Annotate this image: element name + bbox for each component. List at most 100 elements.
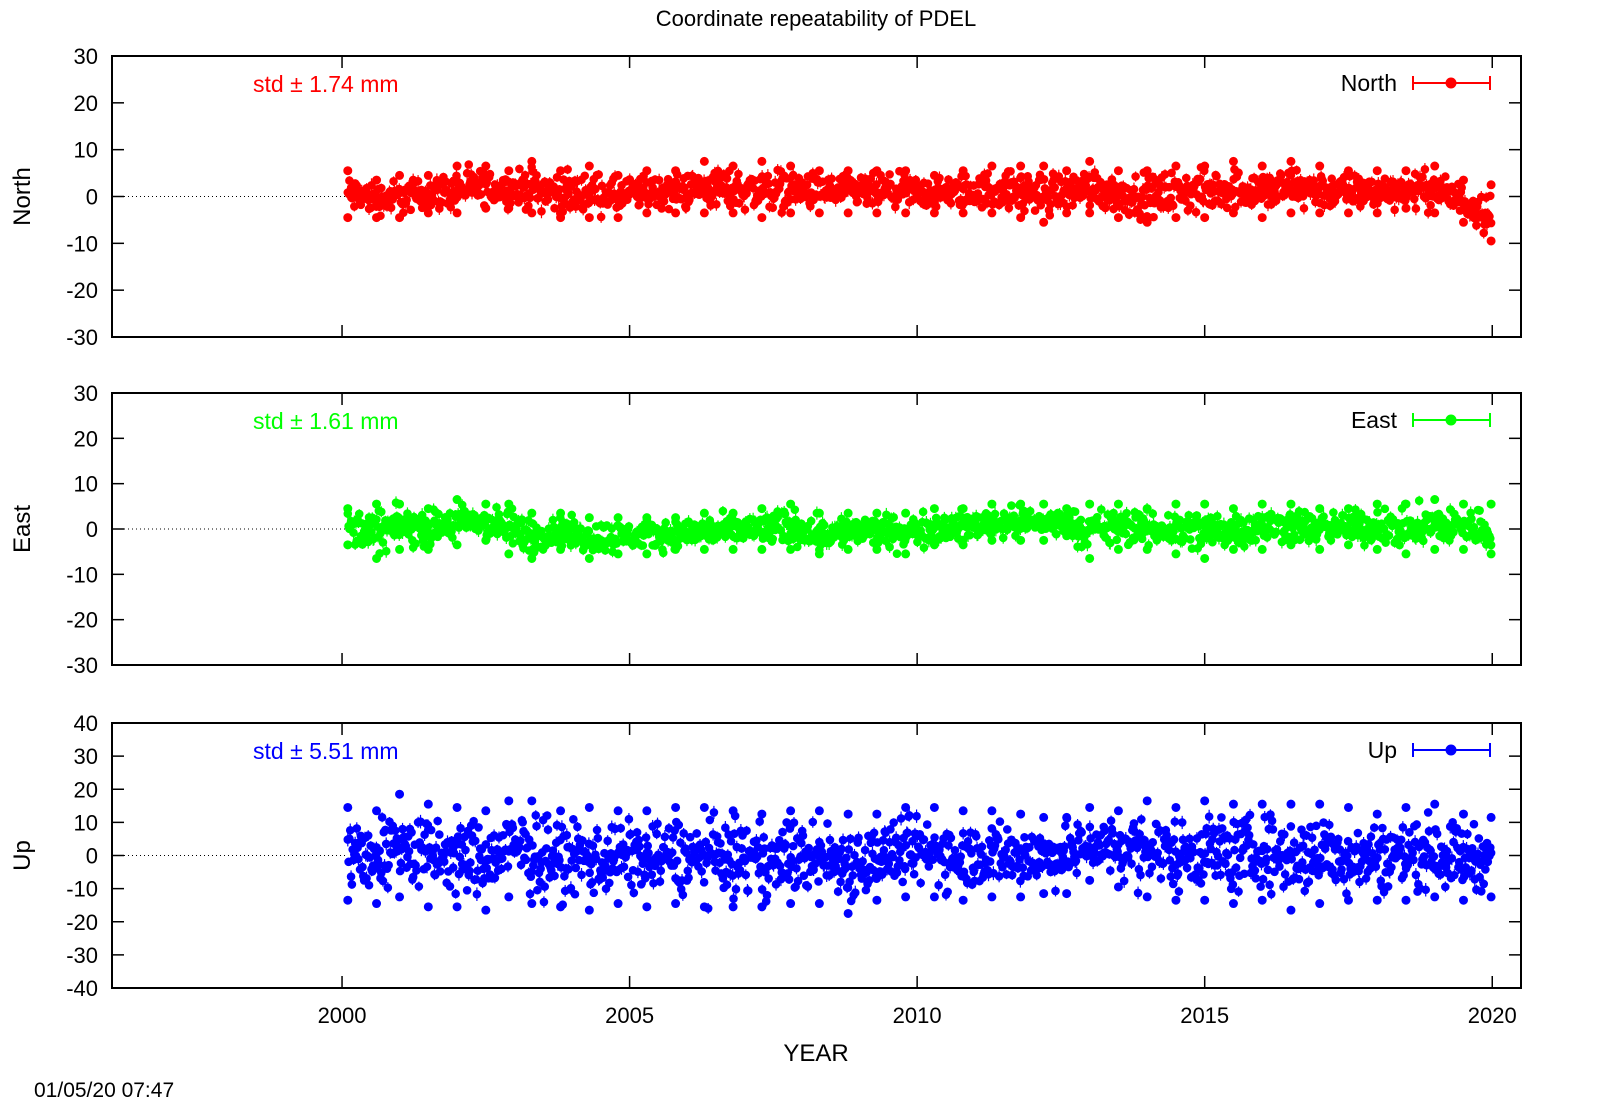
data-point bbox=[1409, 194, 1419, 204]
data-point bbox=[728, 161, 738, 171]
data-point bbox=[406, 205, 416, 215]
data-point bbox=[504, 203, 514, 213]
data-point bbox=[819, 520, 829, 530]
data-point bbox=[654, 175, 664, 185]
data-point bbox=[1234, 168, 1243, 178]
data-point bbox=[395, 213, 405, 223]
data-point bbox=[1309, 176, 1319, 185]
data-point bbox=[1007, 501, 1016, 510]
data-point bbox=[584, 161, 594, 171]
data-point bbox=[889, 513, 899, 522]
data-point bbox=[1030, 206, 1040, 215]
data-point bbox=[1191, 207, 1201, 217]
data-point bbox=[929, 170, 939, 180]
data-point bbox=[946, 199, 956, 208]
data-point bbox=[1020, 206, 1029, 216]
data-point bbox=[872, 180, 881, 189]
data-point bbox=[1109, 508, 1118, 518]
data-point bbox=[1200, 213, 1210, 223]
data-point bbox=[524, 201, 533, 211]
data-point bbox=[452, 161, 462, 171]
data-point bbox=[806, 516, 816, 526]
data-point bbox=[349, 528, 358, 538]
data-point bbox=[661, 518, 670, 527]
data-point bbox=[843, 166, 853, 176]
data-point bbox=[768, 203, 778, 212]
y-axis-label: North bbox=[9, 167, 36, 226]
y-tick-label: 0 bbox=[86, 517, 98, 542]
data-point bbox=[981, 176, 991, 185]
data-point bbox=[423, 208, 433, 218]
data-point bbox=[853, 197, 863, 206]
data-point bbox=[1486, 180, 1496, 190]
data-point bbox=[1479, 228, 1489, 238]
data-point bbox=[1129, 184, 1139, 194]
data-point bbox=[1343, 208, 1353, 218]
data-point bbox=[1039, 161, 1049, 171]
data-point bbox=[395, 170, 405, 180]
data-point bbox=[1085, 200, 1095, 210]
data-point bbox=[1200, 161, 1210, 171]
data-point bbox=[389, 176, 398, 186]
data-point bbox=[1257, 213, 1267, 223]
data-point bbox=[381, 546, 391, 556]
data-point bbox=[452, 171, 461, 181]
data-point bbox=[1457, 183, 1466, 192]
data-point bbox=[1121, 529, 1131, 539]
data-point bbox=[699, 208, 709, 218]
data-point bbox=[786, 161, 796, 171]
data-point bbox=[1045, 211, 1055, 220]
data-point bbox=[594, 170, 603, 179]
data-point bbox=[1426, 200, 1435, 210]
data-point bbox=[919, 543, 929, 552]
y-tick-label: -30 bbox=[66, 325, 98, 350]
data-point bbox=[1372, 208, 1382, 218]
legend-symbol bbox=[1412, 76, 1491, 90]
y-tick-label: 30 bbox=[74, 44, 98, 69]
y-tick-label: -30 bbox=[66, 653, 98, 678]
data-point bbox=[1420, 164, 1430, 174]
data-point bbox=[525, 193, 535, 203]
data-point bbox=[515, 164, 524, 174]
data-point bbox=[1181, 173, 1191, 183]
data-point bbox=[527, 156, 537, 166]
data-point bbox=[1315, 208, 1325, 218]
y-tick-label: 30 bbox=[74, 381, 98, 406]
data-point bbox=[1486, 218, 1496, 228]
data-point bbox=[1137, 192, 1147, 202]
data-point bbox=[1092, 512, 1102, 522]
data-point bbox=[1299, 203, 1309, 213]
data-point bbox=[658, 548, 668, 558]
data-point bbox=[664, 204, 674, 214]
data-point bbox=[1168, 201, 1178, 211]
data-point bbox=[1004, 203, 1014, 213]
data-point bbox=[1085, 208, 1095, 218]
data-point bbox=[1122, 508, 1131, 518]
data-point bbox=[742, 189, 751, 198]
data-point bbox=[768, 534, 778, 544]
data-point bbox=[532, 171, 541, 180]
legend-marker bbox=[1445, 77, 1457, 89]
data-point bbox=[1292, 165, 1301, 175]
data-point bbox=[446, 202, 456, 212]
data-point bbox=[734, 198, 744, 208]
y-tick-label: -10 bbox=[66, 231, 98, 256]
data-point bbox=[1076, 515, 1086, 525]
data-point bbox=[537, 526, 546, 536]
data-point bbox=[584, 213, 594, 223]
data-point bbox=[814, 166, 824, 176]
figure-title: Coordinate repeatability of PDEL bbox=[656, 6, 976, 31]
data-point bbox=[1113, 166, 1123, 176]
data-point bbox=[1372, 166, 1382, 176]
y-tick-label: 10 bbox=[74, 472, 98, 497]
data-point bbox=[814, 208, 824, 218]
data-point bbox=[885, 170, 894, 179]
legend-label: North bbox=[1341, 70, 1397, 96]
data-point bbox=[597, 181, 607, 191]
data-point bbox=[642, 166, 652, 176]
data-point bbox=[520, 170, 530, 180]
data-point bbox=[1212, 171, 1221, 181]
data-point bbox=[376, 183, 386, 193]
data-point bbox=[1441, 172, 1450, 181]
